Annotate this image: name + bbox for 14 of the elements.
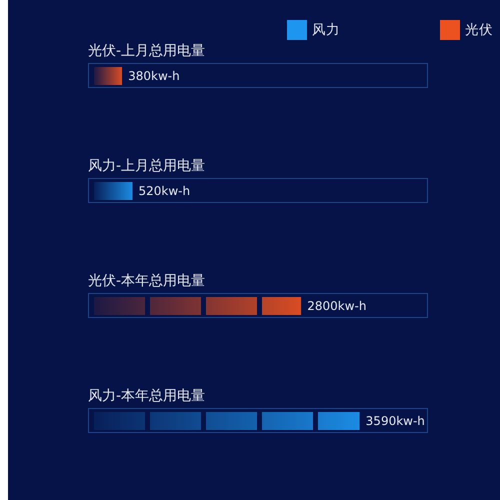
y-tick-label: 光伏-本年总用电量 xyxy=(88,273,206,289)
data-label: 520kw-h xyxy=(138,184,190,198)
data-label: 2800kw-h xyxy=(307,299,366,313)
bar xyxy=(94,412,360,430)
data-label: 380kw-h xyxy=(128,69,180,83)
legend-label: 风力 xyxy=(312,22,340,38)
y-tick-label: 光伏-上月总用电量 xyxy=(88,43,206,59)
bar xyxy=(94,297,302,315)
legend-label: 光伏 xyxy=(465,22,493,38)
bar xyxy=(94,67,122,85)
y-tick-label: 风力-上月总用电量 xyxy=(88,158,206,174)
bar xyxy=(94,182,132,200)
y-tick-label: 风力-本年总用电量 xyxy=(88,388,206,404)
data-label: 3590kw-h xyxy=(366,414,425,428)
